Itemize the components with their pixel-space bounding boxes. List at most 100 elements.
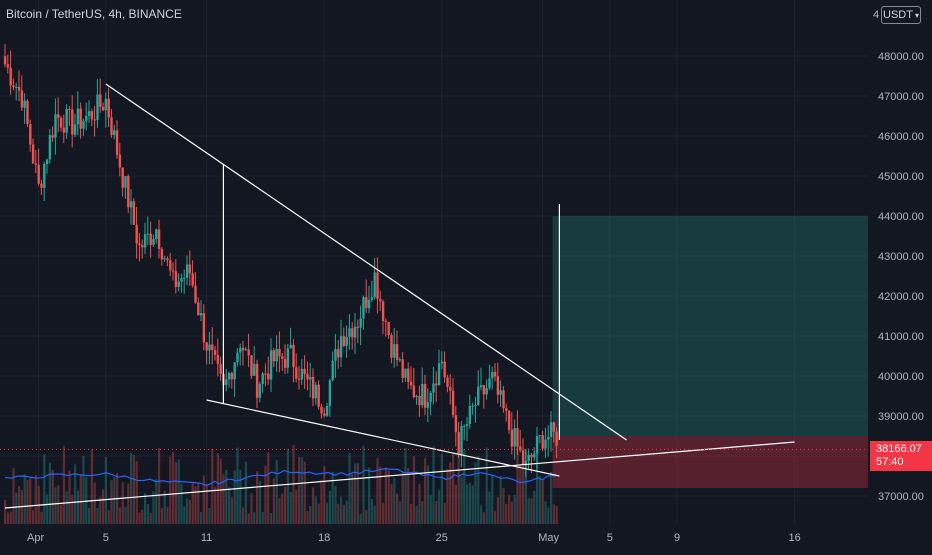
candle-body[interactable] [219, 364, 222, 374]
candle-body[interactable] [328, 380, 332, 407]
time-axis[interactable]: Apr 5 11 18 25 May 5 9 16 [27, 532, 801, 544]
candle-body[interactable] [538, 435, 542, 437]
candle-body[interactable] [281, 356, 284, 359]
indicator-line[interactable] [4, 467, 556, 487]
candle-body[interactable] [429, 392, 432, 403]
candle-body[interactable] [507, 410, 511, 430]
candle-body[interactable] [297, 378, 301, 380]
candle-body[interactable] [138, 243, 141, 246]
candle-body[interactable] [143, 234, 147, 248]
candle-body[interactable] [289, 344, 292, 349]
candle-body[interactable] [110, 117, 113, 136]
candle-body[interactable] [267, 373, 270, 380]
candle-body[interactable] [48, 135, 52, 160]
candle-body[interactable] [493, 371, 497, 377]
candle-body[interactable] [351, 328, 354, 338]
candle-body[interactable] [502, 390, 505, 409]
candle-body[interactable] [31, 144, 35, 164]
candle-body[interactable] [230, 373, 234, 380]
candle-body[interactable] [477, 386, 480, 406]
candle-body[interactable] [485, 388, 488, 395]
candle-body[interactable] [146, 233, 150, 235]
candle-body[interactable] [135, 224, 138, 244]
candle-body[interactable] [362, 297, 365, 319]
candle-body[interactable] [339, 336, 343, 358]
candle-body[interactable] [544, 439, 547, 449]
candle-body[interactable] [104, 98, 108, 111]
candle-body[interactable] [549, 422, 553, 437]
candle-body[interactable] [264, 373, 267, 375]
candle-body[interactable] [407, 368, 410, 382]
candle-body[interactable] [295, 367, 298, 379]
candle-body[interactable] [342, 336, 346, 346]
candle-body[interactable] [286, 348, 290, 368]
candle-body[interactable] [62, 127, 66, 133]
candle-body[interactable] [177, 281, 180, 287]
candle-body[interactable] [479, 385, 483, 387]
candle-body[interactable] [365, 297, 368, 309]
profit-zone[interactable] [552, 216, 868, 436]
candle-body[interactable] [227, 373, 231, 380]
candle-body[interactable] [65, 109, 68, 133]
candle-body[interactable] [390, 335, 393, 358]
candle-body[interactable] [496, 376, 500, 395]
candle-body[interactable] [6, 64, 10, 68]
candle-body[interactable] [258, 383, 262, 398]
candle-body[interactable] [141, 245, 144, 248]
candle-body[interactable] [325, 406, 329, 416]
candle-body[interactable] [208, 344, 211, 351]
candle-body[interactable] [169, 260, 172, 271]
candle-body[interactable] [241, 347, 245, 351]
candle-body[interactable] [202, 313, 206, 343]
candle-body[interactable] [376, 272, 379, 299]
candle-body[interactable] [191, 273, 194, 286]
candle-body[interactable] [314, 384, 318, 399]
candle-body[interactable] [555, 431, 558, 446]
candle-body[interactable] [370, 297, 374, 301]
candle-body[interactable] [157, 229, 161, 249]
currency-selector[interactable]: USDT ▾ [881, 6, 921, 24]
candle-body[interactable] [152, 239, 155, 245]
candle-body[interactable] [59, 117, 63, 128]
candle-body[interactable] [418, 395, 421, 406]
candle-body[interactable] [54, 114, 57, 138]
candle-body[interactable] [547, 436, 550, 440]
candle-body[interactable] [160, 248, 164, 260]
candle-body[interactable] [26, 100, 29, 125]
candle-body[interactable] [334, 349, 337, 361]
candle-body[interactable] [311, 376, 315, 399]
candle-body[interactable] [387, 321, 390, 336]
candle-body[interactable] [188, 264, 192, 274]
candle-body[interactable] [96, 94, 99, 120]
candle-body[interactable] [519, 446, 522, 451]
candle-body[interactable] [82, 120, 85, 129]
candle-body[interactable] [524, 460, 528, 465]
candle-body[interactable] [471, 405, 474, 407]
candle-body[interactable] [43, 164, 46, 188]
candle-body[interactable] [373, 272, 376, 298]
candle-body[interactable] [244, 349, 248, 351]
candle-body[interactable] [530, 454, 533, 458]
candle-body[interactable] [101, 106, 105, 111]
candle-body[interactable] [247, 349, 250, 356]
candle-body[interactable] [225, 379, 228, 386]
candle-body[interactable] [513, 428, 516, 447]
candle-body[interactable] [463, 426, 466, 428]
candle-body[interactable] [449, 386, 452, 391]
candle-body[interactable] [398, 359, 402, 361]
candle-body[interactable] [12, 85, 15, 88]
candle-body[interactable] [197, 302, 200, 316]
symbol-title[interactable]: Bitcoin / TetherUS, 4h, BINANCE [6, 7, 182, 21]
candle-body[interactable] [275, 348, 278, 362]
candle-body[interactable] [323, 413, 326, 416]
candle-body[interactable] [9, 67, 12, 86]
candle-body[interactable] [320, 406, 323, 414]
candle-body[interactable] [426, 402, 430, 408]
candle-body[interactable] [499, 390, 502, 395]
trendline-long-support[interactable] [4, 441, 795, 509]
candle-body[interactable] [533, 453, 536, 458]
candle-body[interactable] [505, 408, 508, 411]
candle-body[interactable] [337, 349, 340, 358]
